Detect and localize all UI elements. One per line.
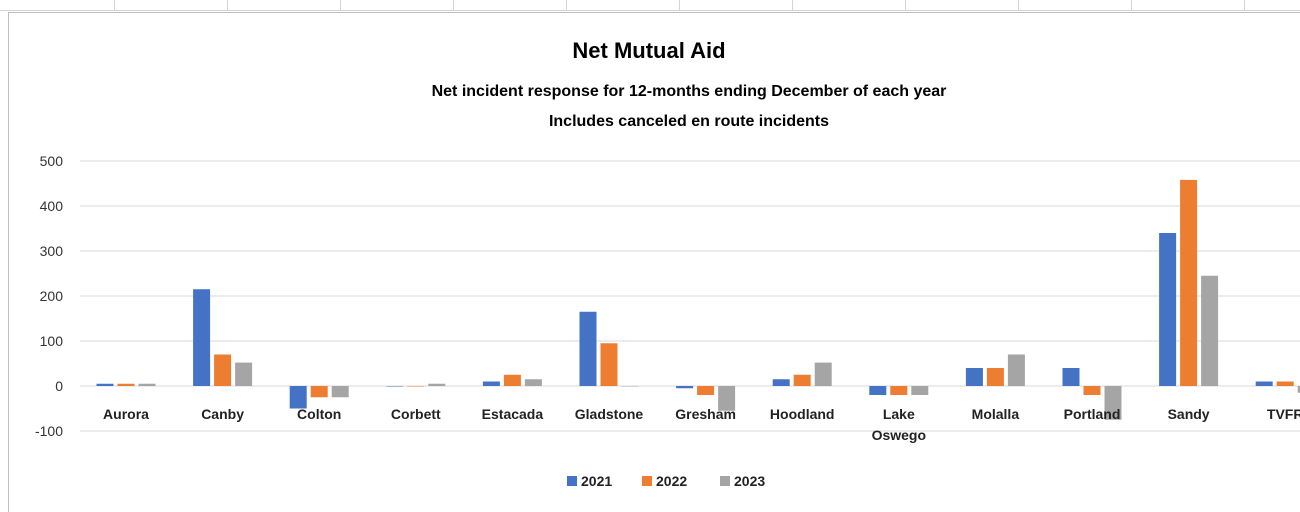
y-tick-label: 200 bbox=[40, 288, 64, 304]
y-tick-label: 0 bbox=[55, 378, 63, 394]
category-label: Aurora bbox=[103, 406, 149, 422]
category-label: Molalla bbox=[972, 406, 1020, 422]
y-tick-label: -100 bbox=[35, 423, 63, 439]
category-label: TVFR bbox=[1267, 406, 1300, 422]
bar-2022-aurora bbox=[118, 384, 135, 386]
legend-swatch-2021 bbox=[567, 476, 577, 486]
bar-2022-molalla bbox=[987, 368, 1004, 386]
bar-2023-corbett bbox=[428, 384, 445, 386]
y-tick-label: 300 bbox=[40, 243, 64, 259]
category-label: Hoodland bbox=[770, 406, 835, 422]
category-label: Estacada bbox=[482, 406, 544, 422]
bar-2021-sandy bbox=[1159, 233, 1176, 386]
category-label: Canby bbox=[201, 406, 244, 422]
bar-2023-hoodland bbox=[815, 363, 832, 386]
bar-2022-gladstone bbox=[601, 343, 618, 386]
y-tick-label: 100 bbox=[40, 333, 64, 349]
bar-2021-estacada bbox=[483, 382, 500, 387]
bar-2022-lake-oswego bbox=[890, 386, 907, 395]
bar-2022-corbett bbox=[407, 386, 424, 387]
bar-2021-lake-oswego bbox=[869, 386, 886, 395]
legend[interactable]: 2021 2022 2023 bbox=[567, 473, 765, 489]
bar-2022-portland bbox=[1084, 386, 1101, 395]
bar-2022-hoodland bbox=[794, 375, 811, 386]
bar-2023-molalla bbox=[1008, 355, 1025, 387]
bar-2021-corbett bbox=[386, 386, 403, 387]
bar-2023-sandy bbox=[1201, 276, 1218, 386]
bar-2023-aurora bbox=[139, 384, 156, 386]
category-label: Gresham bbox=[675, 406, 736, 422]
y-tick-label: 500 bbox=[40, 153, 64, 169]
chart-title: Net Mutual Aid bbox=[572, 38, 725, 63]
chart-subtitle-line-1: Net incident response for 12-months endi… bbox=[432, 83, 947, 100]
bar-2021-portland bbox=[1063, 368, 1080, 386]
bar-2022-canby bbox=[214, 355, 231, 387]
legend-swatch-2022 bbox=[642, 476, 652, 486]
legend-label-2022: 2022 bbox=[656, 473, 687, 489]
category-label: Colton bbox=[297, 406, 341, 422]
bar-2021-aurora bbox=[97, 384, 114, 386]
bar-2021-tvfr bbox=[1256, 382, 1273, 387]
chart-subtitle-line-2: Includes canceled en route incidents bbox=[549, 113, 829, 130]
category-label: Gladstone bbox=[575, 406, 644, 422]
legend-label-2021: 2021 bbox=[581, 473, 612, 489]
bar-2022-tvfr bbox=[1277, 382, 1294, 387]
bar-2023-colton bbox=[332, 386, 349, 397]
bar-2021-canby bbox=[193, 289, 210, 386]
category-label: Portland bbox=[1064, 406, 1121, 422]
bars bbox=[97, 180, 1300, 420]
bar-2022-estacada bbox=[504, 375, 521, 386]
bar-2023-canby bbox=[235, 363, 252, 386]
bar-2021-gresham bbox=[676, 386, 693, 388]
legend-swatch-2023 bbox=[720, 476, 730, 486]
y-tick-label: 400 bbox=[40, 198, 64, 214]
y-axis-ticks: 500 400 300 200 100 0 -100 bbox=[35, 153, 63, 439]
category-label: Corbett bbox=[391, 406, 441, 422]
bar-2021-gladstone bbox=[580, 312, 597, 386]
bar-2023-gladstone bbox=[622, 386, 639, 387]
bar-2022-sandy bbox=[1180, 180, 1197, 386]
legend-label-2023: 2023 bbox=[734, 473, 765, 489]
bar-2022-gresham bbox=[697, 386, 714, 395]
bar-2021-molalla bbox=[966, 368, 983, 386]
bar-2021-hoodland bbox=[773, 379, 790, 386]
bar-2023-estacada bbox=[525, 379, 542, 386]
category-label: Sandy bbox=[1168, 406, 1210, 422]
bar-2023-lake-oswego bbox=[911, 386, 928, 395]
bar-2022-colton bbox=[311, 386, 328, 397]
